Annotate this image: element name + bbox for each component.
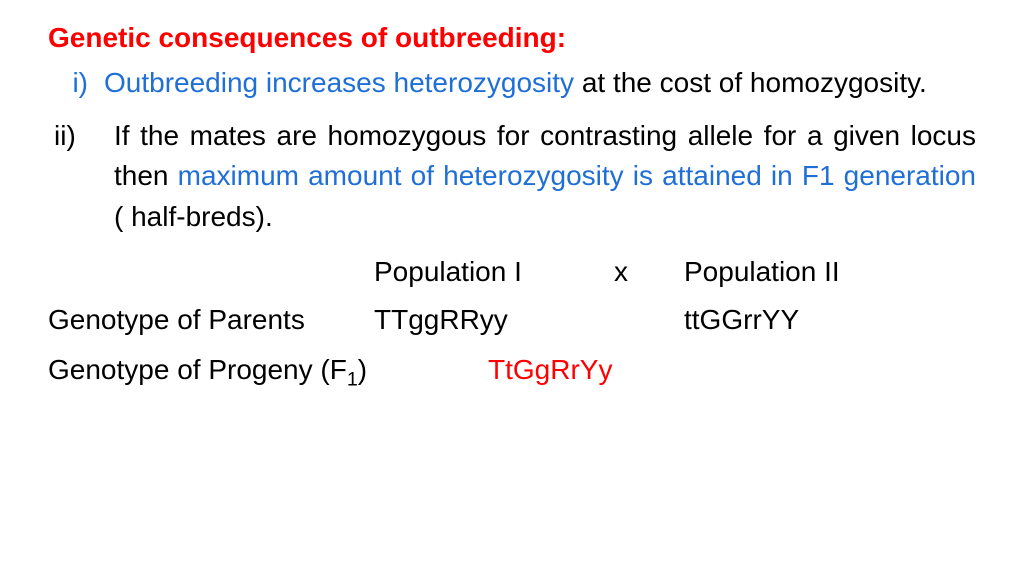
population-2: Population II (684, 256, 976, 288)
population-1: Population I (374, 256, 614, 288)
list-item-2: ii) If the mates are homozygous for cont… (48, 116, 976, 238)
progeny-label-post: ) (358, 354, 367, 385)
progeny-label: Genotype of Progeny (F1) (48, 354, 488, 392)
list-body-1: Outbreeding increases heterozygosity at … (104, 64, 976, 102)
progeny-label-sub: 1 (347, 368, 358, 390)
cross-row: Population I x Population II (48, 256, 976, 288)
item1-highlight: Outbreeding increases heterozygosity (104, 67, 574, 98)
cross-symbol: x (614, 256, 684, 288)
item2-highlight: maximum amount of heterozygosity is atta… (178, 160, 976, 191)
parents-row: Genotype of Parents TTggRRyy ttGGrrYY (48, 304, 976, 336)
item1-rest: at the cost of homozygosity. (574, 67, 927, 98)
bullet-list: i) Outbreeding increases heterozygosity … (48, 64, 976, 238)
progeny-genotype: TtGgRrYy (488, 354, 976, 386)
parent-genotype-2: ttGGrrYY (684, 304, 976, 336)
parent-genotype-1: TTggRRyy (374, 304, 684, 336)
parents-label: Genotype of Parents (48, 304, 374, 336)
list-marker-1: i) (48, 64, 104, 102)
slide-title: Genetic consequences of outbreeding: (48, 22, 976, 54)
list-item-1: i) Outbreeding increases heterozygosity … (48, 64, 976, 102)
progeny-row: Genotype of Progeny (F1) TtGgRrYy (48, 354, 976, 392)
list-body-2: If the mates are homozygous for contrast… (114, 116, 976, 238)
list-marker-2: ii) (48, 116, 114, 238)
progeny-label-pre: Genotype of Progeny (F (48, 354, 347, 385)
slide-content: Genetic consequences of outbreeding: i) … (0, 0, 1024, 391)
cross-spacer (48, 256, 374, 288)
item2-post: ( half-breds). (114, 201, 273, 232)
